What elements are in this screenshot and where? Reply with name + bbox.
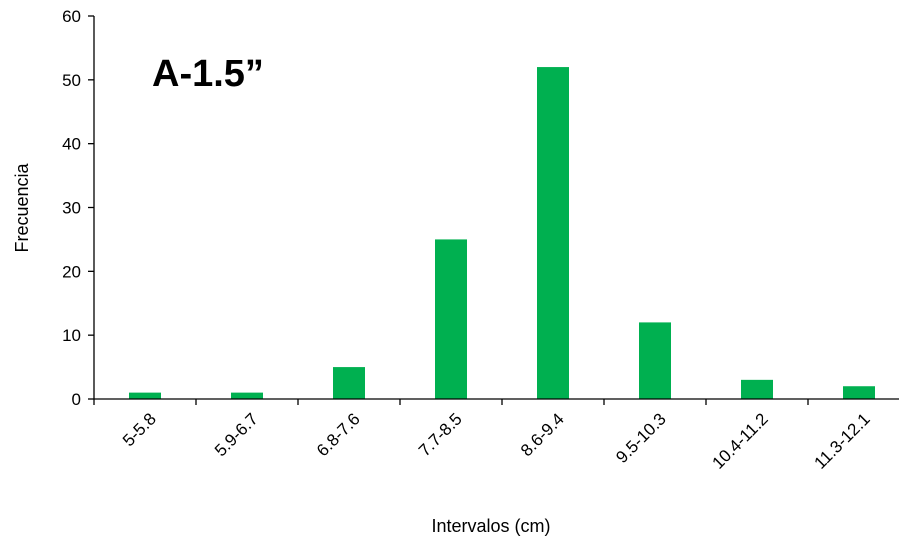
- y-tick-label: 30: [62, 199, 81, 218]
- bars-group: [129, 67, 875, 400]
- y-axis-title: Frecuencia: [12, 162, 32, 252]
- x-tick-label: 6.8-7.6: [313, 409, 364, 460]
- bar-5-5.8: [129, 392, 161, 399]
- bar-11.3-12.1: [843, 386, 875, 399]
- x-tick-label: 10.4-11.2: [708, 409, 771, 472]
- x-tick-label: 11.3-12.1: [810, 409, 873, 472]
- y-tick-label: 10: [62, 326, 81, 345]
- y-tick-label: 40: [62, 135, 81, 154]
- y-tick-label: 50: [62, 71, 81, 90]
- x-axis-ticks: 5-5.8 5.9-6.7 6.8-7.6 7.7-8.5 8.6-9.4 9.5-10.…: [93, 399, 874, 473]
- bar-9.5-10.3: [639, 322, 671, 399]
- bar-6.8-7.6: [333, 367, 365, 399]
- x-tick-label: 8.6-9.4: [517, 409, 568, 460]
- y-tick-label: 20: [62, 262, 81, 281]
- y-tick-label: 0: [72, 390, 81, 409]
- x-tick-label: 5.9-6.7: [211, 409, 262, 460]
- x-tick-label: 7.7-8.5: [415, 409, 466, 460]
- y-axis-ticks: 0 10 20 30 40 50 60: [62, 7, 94, 409]
- x-tick-label: 9.5-10.3: [612, 409, 670, 467]
- bar-10.4-11.2: [741, 379, 773, 399]
- bar-5.9-6.7: [231, 392, 263, 399]
- bar-8.6-9.4: [537, 67, 569, 400]
- x-tick-label: 5-5.8: [119, 409, 160, 450]
- x-axis-title: Intervalos (cm): [431, 516, 550, 536]
- bar-7.7-8.5: [435, 239, 467, 399]
- chart-title: A-1.5”: [152, 53, 264, 95]
- y-tick-label: 60: [62, 7, 81, 26]
